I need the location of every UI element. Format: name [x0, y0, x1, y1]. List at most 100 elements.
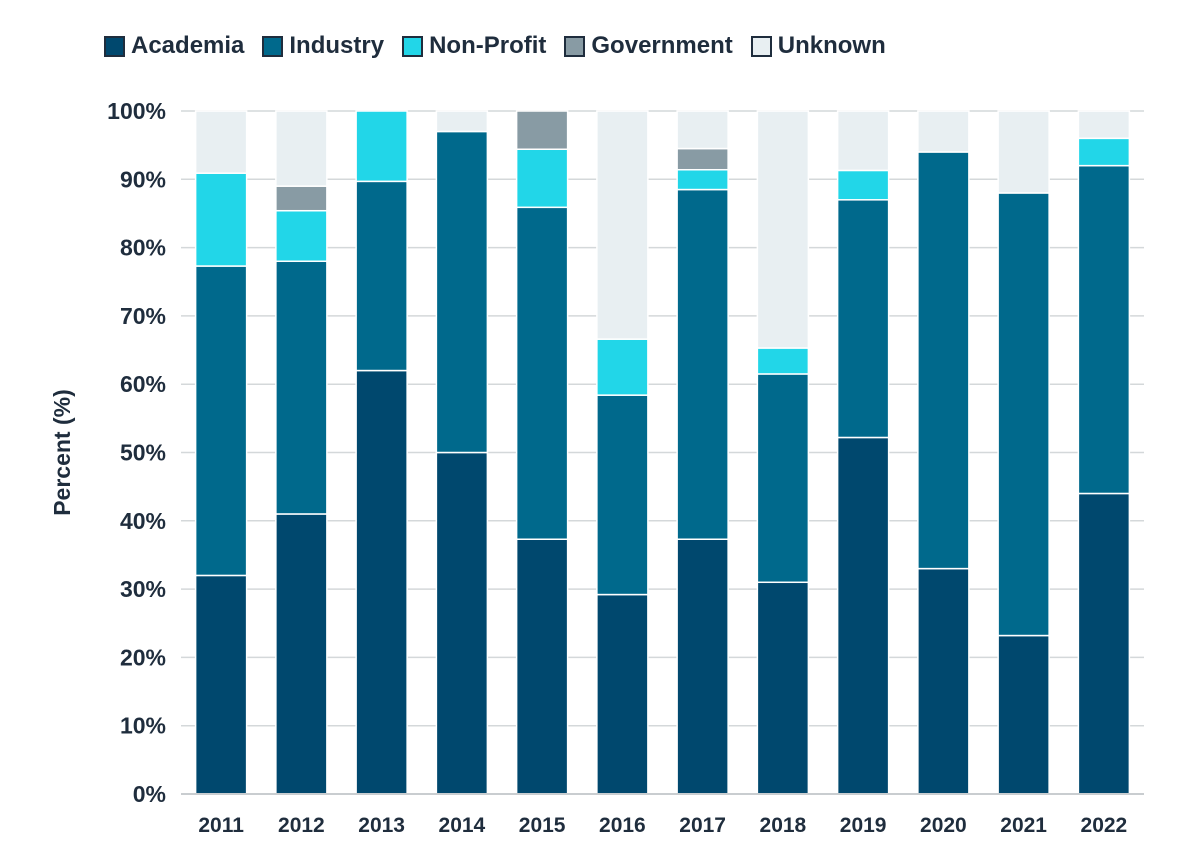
bar-unknown-2018 [756, 110, 810, 349]
bar-group-2015 [515, 110, 569, 795]
bar-industry-2013 [355, 180, 408, 372]
legend-swatch-non-profit [402, 35, 424, 57]
bar-group-2018 [756, 110, 810, 795]
legend-label-academia: Academia [131, 32, 245, 59]
bar-non-profit-2019 [836, 169, 890, 201]
bar-unknown-2017 [676, 110, 729, 150]
bar-industry-2016 [596, 394, 649, 596]
bar-non-profit-2011 [194, 172, 248, 267]
bar-group-2011 [194, 110, 248, 795]
bar-government-2015 [515, 110, 569, 150]
bar-academia-2012 [275, 513, 328, 795]
x-tick-label-2012: 2012 [278, 814, 325, 837]
x-tick-label-2019: 2019 [840, 814, 887, 837]
legend-item-government: Government [564, 32, 733, 60]
bar-non-profit-2016 [596, 338, 649, 396]
legend-item-non-profit: Non-Profit [402, 32, 546, 60]
bar-industry-2020 [917, 151, 970, 570]
bar-unknown-2021 [997, 110, 1050, 194]
bar-academia-2018 [756, 581, 810, 795]
legend-label-government: Government [591, 32, 733, 59]
bar-academia-2022 [1077, 492, 1131, 795]
bar-unknown-2016 [596, 110, 649, 340]
bar-academia-2013 [355, 369, 408, 795]
bar-non-profit-2017 [676, 168, 729, 191]
y-tick-label-80: 80% [120, 235, 166, 261]
legend-label-industry: Industry [289, 32, 385, 59]
bar-industry-2022 [1077, 164, 1131, 495]
bar-unknown-2011 [194, 110, 248, 174]
bar-industry-2012 [275, 260, 328, 515]
y-tick-label-0: 0% [133, 781, 166, 807]
bar-unknown-2019 [836, 110, 890, 172]
bar-academia-2019 [836, 436, 890, 795]
x-tick-label-2011: 2011 [198, 814, 244, 837]
x-tick-label-2014: 2014 [439, 814, 486, 837]
y-tick-label-20: 20% [120, 644, 166, 670]
bar-group-2017 [676, 110, 729, 795]
x-tick-label-2017: 2017 [679, 814, 726, 837]
legend-item-industry: Industry [262, 32, 384, 60]
bar-academia-2016 [596, 593, 649, 795]
bar-academia-2014 [435, 451, 489, 795]
bar-academia-2015 [515, 538, 569, 795]
y-tick-label-100: 100% [107, 98, 166, 124]
y-tick-label-40: 40% [120, 508, 166, 534]
y-tick-label-10: 10% [120, 713, 166, 739]
legend-label-unknown: Unknown [777, 32, 886, 59]
bar-unknown-2012 [275, 110, 328, 187]
bar-group-2014 [435, 110, 489, 795]
bar-unknown-2020 [917, 110, 970, 153]
y-tick-label-70: 70% [120, 303, 166, 329]
y-axis-ticks: 0% 10% 20% 30% 40% 50% 60% 70% 80% 90% 100% [107, 98, 166, 807]
bar-academia-2017 [676, 538, 729, 795]
legend-label-non-profit: Non-Profit [429, 32, 547, 59]
bar-academia-2011 [194, 574, 248, 795]
bar-industry-2011 [194, 265, 248, 577]
bar-group-2016 [596, 110, 649, 795]
bar-industry-2018 [756, 373, 810, 584]
bar-government-2012 [275, 185, 328, 212]
x-tick-label-2015: 2015 [519, 814, 566, 837]
bars [194, 110, 1131, 795]
bar-non-profit-2022 [1077, 137, 1131, 167]
bar-non-profit-2013 [355, 110, 408, 183]
bar-group-2013 [355, 110, 408, 795]
bar-group-2019 [836, 110, 890, 795]
bar-industry-2017 [676, 188, 729, 540]
y-tick-label-60: 60% [120, 371, 166, 397]
x-tick-label-2021: 2021 [1000, 814, 1047, 837]
bar-industry-2015 [515, 206, 569, 540]
x-tick-label-2013: 2013 [358, 814, 405, 837]
legend-swatch-government [564, 35, 586, 57]
x-axis-ticks: 2011 2012 2013 2014 2015 2016 2017 2018 2019 2020… [198, 814, 1127, 837]
bar-group-2020 [917, 110, 970, 795]
legend-swatch-academia [104, 35, 125, 57]
bar-unknown-2022 [1077, 110, 1131, 140]
y-axis-title: Percent (%) [49, 389, 75, 516]
bar-government-2017 [676, 147, 729, 171]
x-tick-label-2018: 2018 [760, 814, 807, 837]
bar-academia-2020 [917, 567, 970, 795]
x-tick-label-2016: 2016 [599, 814, 646, 837]
bar-academia-2021 [997, 634, 1050, 795]
y-tick-label-30: 30% [120, 576, 166, 602]
legend-swatch-industry [262, 35, 284, 57]
legend-item-academia: Academia [104, 32, 244, 60]
bar-industry-2014 [435, 130, 489, 454]
bar-non-profit-2018 [756, 347, 810, 375]
bar-group-2021 [997, 110, 1050, 795]
bar-industry-2021 [997, 192, 1050, 637]
bar-non-profit-2015 [515, 148, 569, 209]
bar-industry-2019 [836, 199, 890, 439]
bar-group-2012 [275, 110, 328, 795]
x-tick-label-2022: 2022 [1081, 814, 1128, 837]
bar-non-profit-2012 [275, 209, 328, 263]
bar-unknown-2014 [435, 110, 489, 133]
y-tick-label-90: 90% [120, 166, 166, 192]
y-tick-label-50: 50% [120, 440, 166, 466]
bar-group-2022 [1077, 110, 1131, 795]
legend-item-unknown: Unknown [750, 32, 886, 60]
